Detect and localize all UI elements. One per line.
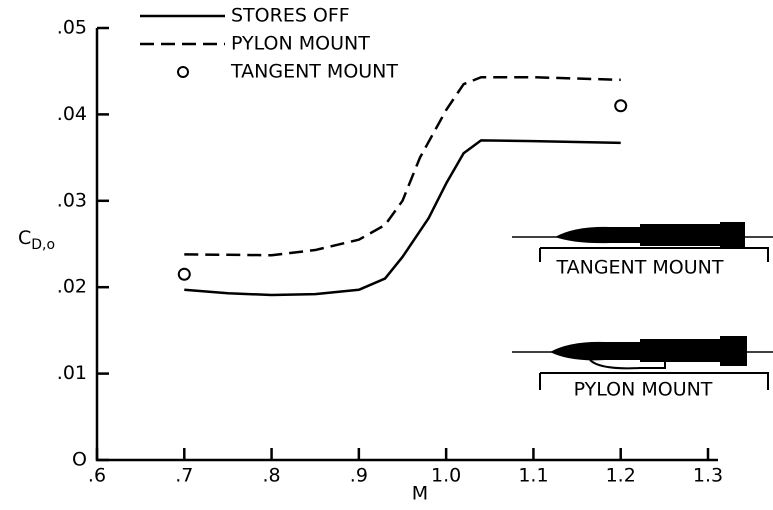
legend-label: PYLON MOUNT — [231, 33, 370, 55]
data-line — [184, 139, 621, 297]
x-tick-label: 1.3 — [693, 465, 723, 487]
data-point — [614, 99, 628, 113]
x-tick-label: 1.0 — [431, 465, 461, 487]
y-label-sub: D,o — [31, 237, 55, 253]
inset-label: PYLON MOUNT — [574, 379, 713, 401]
y-tick-label: .03 — [57, 189, 87, 211]
tangent-store-drawing — [512, 222, 773, 262]
x-tick-label: 1.1 — [518, 465, 548, 487]
x-tick-label: .8 — [263, 465, 281, 487]
legend-label: TANGENT MOUNT — [230, 61, 398, 83]
inset-label: TANGENT MOUNT — [555, 257, 723, 279]
data-line — [184, 75, 621, 257]
pylon-store-drawing — [512, 336, 773, 390]
data-point — [177, 267, 191, 281]
y-label-main: C — [18, 227, 31, 249]
legend-label: STORES OFF — [231, 5, 350, 27]
y-tick-label: .01 — [57, 362, 87, 384]
x-axis-label: M — [412, 483, 428, 505]
x-tick-label: .6 — [88, 465, 106, 487]
y-axis-label: CD,o — [18, 227, 55, 254]
x-tick-label: .7 — [175, 465, 193, 487]
legend-marker — [177, 66, 189, 78]
y-tick-label: .04 — [57, 103, 87, 125]
x-tick-label: 1.2 — [606, 465, 636, 487]
y-tick-label: .05 — [57, 17, 87, 39]
y-tick-label: .02 — [57, 276, 87, 298]
x-tick-label: .9 — [350, 465, 368, 487]
y-tick-label: O — [72, 449, 87, 471]
